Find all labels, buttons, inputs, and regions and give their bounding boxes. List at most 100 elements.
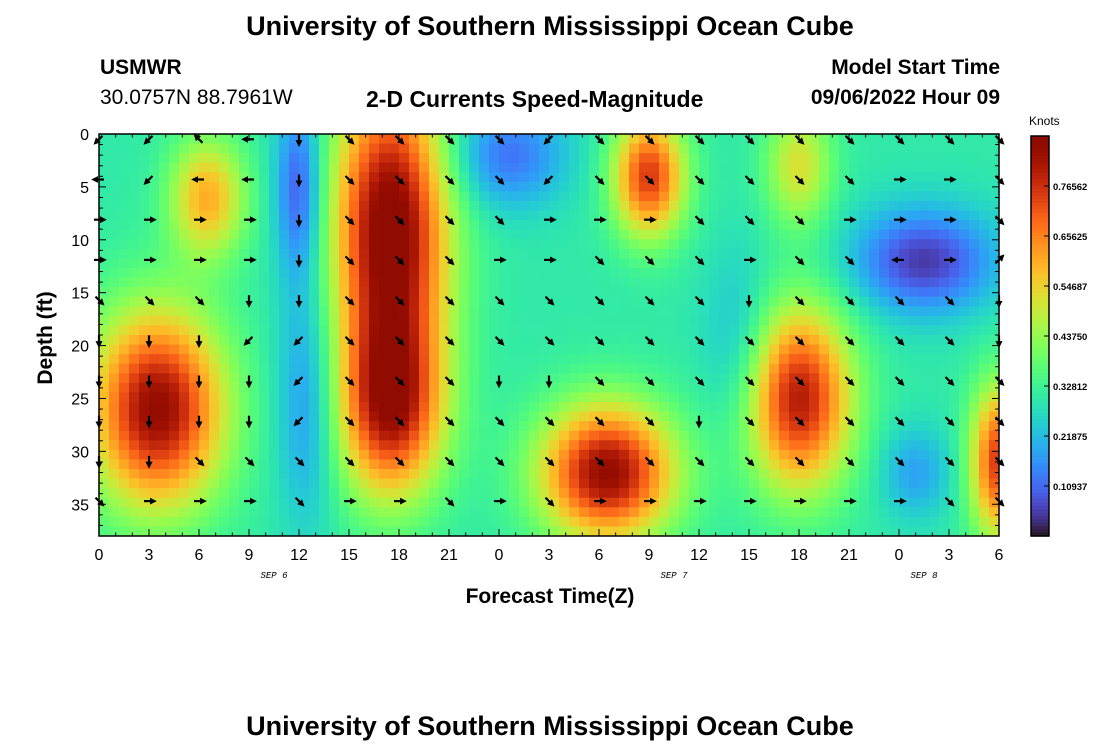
heatmap-cell (369, 526, 380, 536)
heatmap-cell (339, 143, 350, 154)
heatmap-cell (609, 488, 620, 499)
heatmap-cell (359, 296, 370, 307)
heatmap-cell (159, 210, 170, 221)
heatmap-cell (749, 478, 760, 489)
current-arrow (744, 336, 755, 346)
heatmap-cell (769, 162, 780, 173)
heatmap-cell (149, 488, 160, 499)
heatmap-cell (809, 430, 820, 441)
heatmap-cell (159, 488, 170, 499)
heatmap-cell (499, 382, 510, 394)
heatmap-cell (519, 363, 530, 374)
colorbar-segment (1031, 186, 1049, 190)
heatmap-cell (569, 134, 580, 145)
heatmap-cell (979, 268, 990, 279)
heatmap-cell (219, 402, 230, 413)
heatmap-cell (909, 277, 920, 288)
heatmap-cell (299, 421, 310, 432)
heatmap-cell (779, 440, 790, 451)
heatmap-cell (469, 201, 480, 212)
colorbar-segment (1031, 222, 1049, 227)
heatmap-cell (629, 143, 640, 154)
heatmap-cell (339, 421, 350, 432)
heatmap-cell (879, 248, 890, 260)
heatmap-cell (359, 220, 370, 231)
heatmap-cell (699, 497, 710, 508)
heatmap-cell (939, 239, 950, 250)
heatmap-cell (379, 488, 390, 499)
heatmap-cell (239, 306, 250, 317)
heatmap-cell (939, 507, 950, 518)
heatmap-cell (669, 315, 680, 327)
heatmap-cell (409, 392, 420, 403)
heatmap-cell (229, 478, 240, 489)
heatmap-cell (679, 469, 690, 480)
heatmap-cell (559, 430, 570, 441)
heatmap-cell (459, 421, 470, 432)
heatmap-cell (979, 430, 990, 441)
heatmap-cell (379, 248, 390, 260)
heatmap-cell (939, 440, 950, 451)
heatmap-cell (219, 220, 230, 231)
heatmap-cell (609, 373, 620, 384)
heatmap-cell (969, 306, 980, 317)
heatmap-cell (309, 459, 320, 470)
heatmap-cell (759, 430, 770, 441)
heatmap-cell (419, 248, 430, 260)
heatmap-cell (809, 210, 820, 221)
heatmap-cell (349, 516, 360, 528)
heatmap-cell (429, 507, 440, 518)
heatmap-cell (639, 449, 650, 461)
heatmap-cell (779, 315, 790, 327)
heatmap-cell (329, 258, 340, 269)
heatmap-cell (309, 287, 320, 298)
heatmap-cell (519, 315, 530, 327)
heatmap-cell (239, 258, 250, 269)
heatmap-cell (859, 392, 870, 403)
heatmap-cell (919, 449, 930, 461)
heatmap-cell (669, 516, 680, 528)
heatmap-cell (429, 526, 440, 536)
heatmap-cell (879, 421, 890, 432)
heatmap-cell (499, 373, 510, 384)
heatmap-cell (929, 363, 940, 374)
heatmap-cell (809, 526, 820, 536)
heatmap-cell (859, 153, 870, 164)
heatmap-cell (379, 440, 390, 451)
heatmap-cell (849, 363, 860, 374)
x-tick-label: 6 (995, 547, 1004, 564)
heatmap-cell (429, 497, 440, 508)
heatmap-cell (319, 344, 330, 355)
heatmap-cell (359, 373, 370, 384)
heatmap-cell (239, 497, 250, 508)
heatmap-cell (799, 229, 810, 240)
heatmap-cell (619, 277, 630, 288)
heatmap-cell (439, 268, 450, 279)
heatmap-cell (409, 258, 420, 269)
heatmap-cell (649, 392, 660, 403)
heatmap-cell (909, 440, 920, 451)
heatmap-cell (599, 239, 610, 250)
colorbar-segment (1031, 489, 1049, 494)
heatmap-cell (669, 507, 680, 518)
heatmap-cell (879, 258, 890, 269)
heatmap-cell (379, 363, 390, 374)
heatmap-cell (849, 306, 860, 317)
heatmap-cell (609, 287, 620, 298)
heatmap-cell (769, 421, 780, 432)
current-arrow (644, 255, 655, 266)
heatmap-cell (249, 229, 260, 240)
heatmap-cell (269, 449, 280, 461)
heatmap-cell (629, 181, 640, 193)
heatmap-cell (129, 459, 140, 470)
heatmap-cell (329, 526, 340, 536)
heatmap-cell (279, 363, 290, 374)
heatmap-cell (769, 248, 780, 260)
heatmap-cell (669, 392, 680, 403)
heatmap-cell (359, 516, 370, 528)
heatmap-cell (609, 421, 620, 432)
heatmap-cell (609, 354, 620, 365)
heatmap-cell (409, 268, 420, 279)
current-arrow (944, 376, 955, 386)
heatmap-cell (899, 392, 910, 403)
